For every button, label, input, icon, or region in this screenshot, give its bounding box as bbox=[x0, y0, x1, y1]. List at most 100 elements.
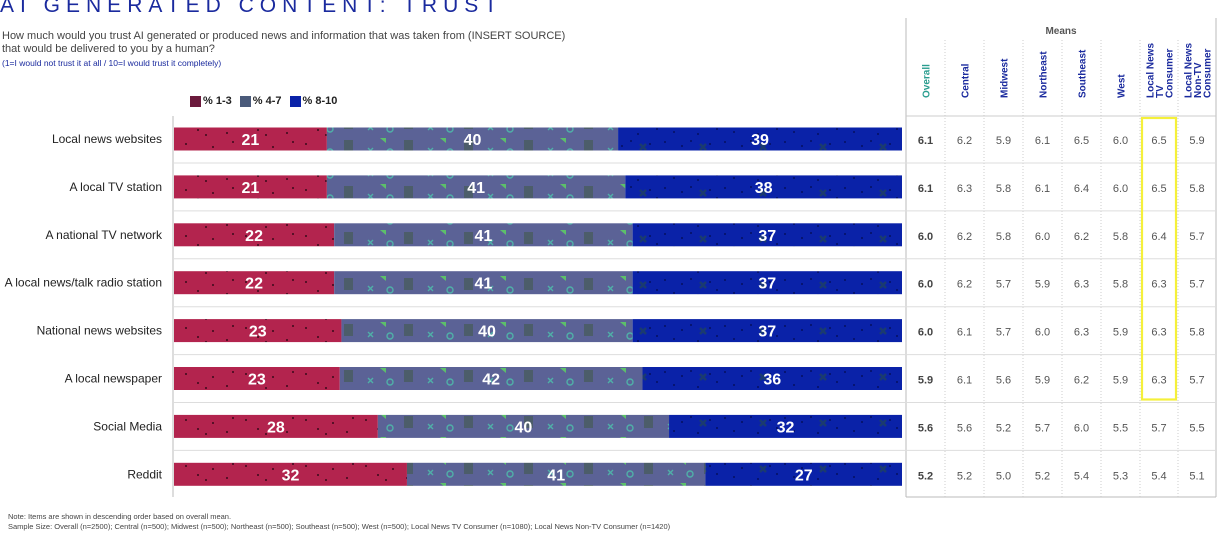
means-value: 5.4 bbox=[1074, 470, 1089, 482]
means-value: 5.9 bbox=[996, 135, 1011, 147]
footnote-order: Note: Items are shown in descending orde… bbox=[8, 512, 232, 521]
means-value: 6.5 bbox=[1074, 135, 1089, 147]
category-label: A local news/talk radio station bbox=[5, 276, 162, 290]
bar-value-label: 38 bbox=[755, 180, 773, 197]
category-label: Reddit bbox=[127, 467, 162, 481]
means-column-header-line: Non-TV bbox=[1193, 62, 1204, 98]
means-value: 6.3 bbox=[1074, 279, 1089, 291]
bar-value-label: 37 bbox=[758, 324, 776, 341]
means-value: 5.6 bbox=[996, 375, 1011, 387]
means-value: 6.1 bbox=[918, 135, 933, 147]
bar-value-label: 37 bbox=[758, 276, 776, 293]
bar-segment-mid bbox=[326, 175, 626, 199]
means-column-header: Northeast bbox=[1039, 51, 1050, 98]
bar-segment-mid bbox=[334, 271, 633, 295]
bar-value-label: 40 bbox=[515, 419, 533, 436]
legend-label-high: % 8-10 bbox=[302, 95, 338, 107]
chart-legend: % 1-3 % 4-7 % 8-10 bbox=[190, 95, 337, 107]
means-value: 6.4 bbox=[1074, 183, 1089, 195]
means-value: 5.8 bbox=[1113, 231, 1128, 243]
means-value: 6.0 bbox=[918, 327, 933, 339]
bar-segment-high bbox=[632, 223, 902, 247]
bar-segment-mid bbox=[377, 414, 670, 438]
bar-value-label: 42 bbox=[482, 372, 500, 389]
means-value: 6.3 bbox=[1074, 327, 1089, 339]
means-value: 5.8 bbox=[1113, 279, 1128, 291]
means-value: 5.9 bbox=[1189, 135, 1204, 147]
bar-value-label: 27 bbox=[795, 467, 813, 484]
survey-question: How much would you trust AI generated or… bbox=[2, 30, 566, 55]
means-value: 6.1 bbox=[918, 183, 933, 195]
means-value: 6.0 bbox=[918, 279, 933, 291]
bar-value-label: 41 bbox=[475, 276, 493, 293]
bar-value-label: 21 bbox=[242, 180, 260, 197]
bar-segment-low bbox=[174, 223, 335, 247]
means-column-header: Midwest bbox=[1000, 58, 1011, 98]
bar-value-label: 41 bbox=[467, 180, 485, 197]
means-value: 5.8 bbox=[996, 231, 1011, 243]
bar-value-label: 23 bbox=[249, 324, 267, 341]
means-column-header: Local NewsTVConsumer bbox=[1146, 43, 1176, 98]
category-label: A national TV network bbox=[45, 228, 163, 242]
bar-segment-mid bbox=[326, 127, 619, 151]
bar-segment-high bbox=[625, 175, 902, 199]
category-label: A local newspaper bbox=[65, 372, 162, 386]
means-value: 6.2 bbox=[1074, 231, 1089, 243]
bar-value-label: 22 bbox=[245, 276, 263, 293]
means-column-header: Overall bbox=[922, 64, 933, 98]
means-value: 5.2 bbox=[918, 470, 933, 482]
bar-value-label: 36 bbox=[763, 372, 781, 389]
means-value: 5.8 bbox=[1189, 183, 1204, 195]
means-value: 6.4 bbox=[1151, 231, 1166, 243]
bar-segment-high bbox=[632, 271, 902, 295]
means-value: 5.7 bbox=[1189, 375, 1204, 387]
means-value: 5.2 bbox=[996, 422, 1011, 434]
means-value: 6.3 bbox=[1151, 327, 1166, 339]
bar-value-label: 22 bbox=[245, 228, 263, 245]
category-label: Local news websites bbox=[52, 132, 162, 146]
bar-value-label: 40 bbox=[464, 132, 482, 149]
bar-segment-high bbox=[669, 414, 902, 438]
bar-value-label: 21 bbox=[242, 132, 260, 149]
means-value: 5.8 bbox=[1189, 327, 1204, 339]
bar-segment-low bbox=[174, 319, 342, 343]
means-value: 5.9 bbox=[1113, 375, 1128, 387]
means-value: 5.7 bbox=[1151, 422, 1166, 434]
means-value: 6.2 bbox=[957, 231, 972, 243]
bar-segment-low bbox=[174, 462, 407, 486]
bar-segment-high bbox=[618, 127, 902, 151]
means-value: 5.5 bbox=[1189, 422, 1204, 434]
means-column-header: Central bbox=[961, 63, 972, 98]
bar-segment-low bbox=[174, 175, 327, 199]
bar-value-label: 41 bbox=[547, 467, 565, 484]
means-value: 6.1 bbox=[957, 375, 972, 387]
bar-segment-low bbox=[174, 127, 327, 151]
means-value: 5.9 bbox=[1035, 375, 1050, 387]
means-column-header: Southeast bbox=[1078, 49, 1089, 98]
means-value: 5.6 bbox=[918, 422, 933, 434]
means-value: 6.5 bbox=[1151, 183, 1166, 195]
highlight-box bbox=[1140, 116, 1178, 401]
means-value: 5.5 bbox=[1113, 422, 1128, 434]
bar-value-label: 32 bbox=[282, 467, 300, 484]
means-value: 6.3 bbox=[1151, 375, 1166, 387]
means-value: 5.7 bbox=[1189, 279, 1204, 291]
means-column-header-line: Local News bbox=[1184, 43, 1195, 98]
means-value: 6.3 bbox=[957, 183, 972, 195]
bar-value-label: 37 bbox=[758, 228, 776, 245]
bar-segment-mid bbox=[339, 367, 643, 390]
means-column-header: Local NewsNon-TVConsumer bbox=[1184, 43, 1214, 98]
means-value: 6.1 bbox=[1035, 135, 1050, 147]
legend-swatch-mid bbox=[239, 95, 251, 107]
means-column-header-line: Local News bbox=[1146, 43, 1157, 98]
bar-segment-low bbox=[174, 367, 340, 390]
footnote-sample: Sample Size: Overall (n=2500); Central (… bbox=[8, 522, 671, 531]
bar-value-label: 41 bbox=[475, 228, 493, 245]
means-value: 5.4 bbox=[1151, 470, 1166, 482]
bar-value-label: 40 bbox=[478, 324, 496, 341]
bar-segment-low bbox=[174, 414, 378, 438]
means-value: 5.7 bbox=[996, 327, 1011, 339]
means-column-header-line: Consumer bbox=[1203, 48, 1214, 98]
bar-value-label: 28 bbox=[267, 419, 285, 436]
means-value: 6.2 bbox=[1074, 375, 1089, 387]
